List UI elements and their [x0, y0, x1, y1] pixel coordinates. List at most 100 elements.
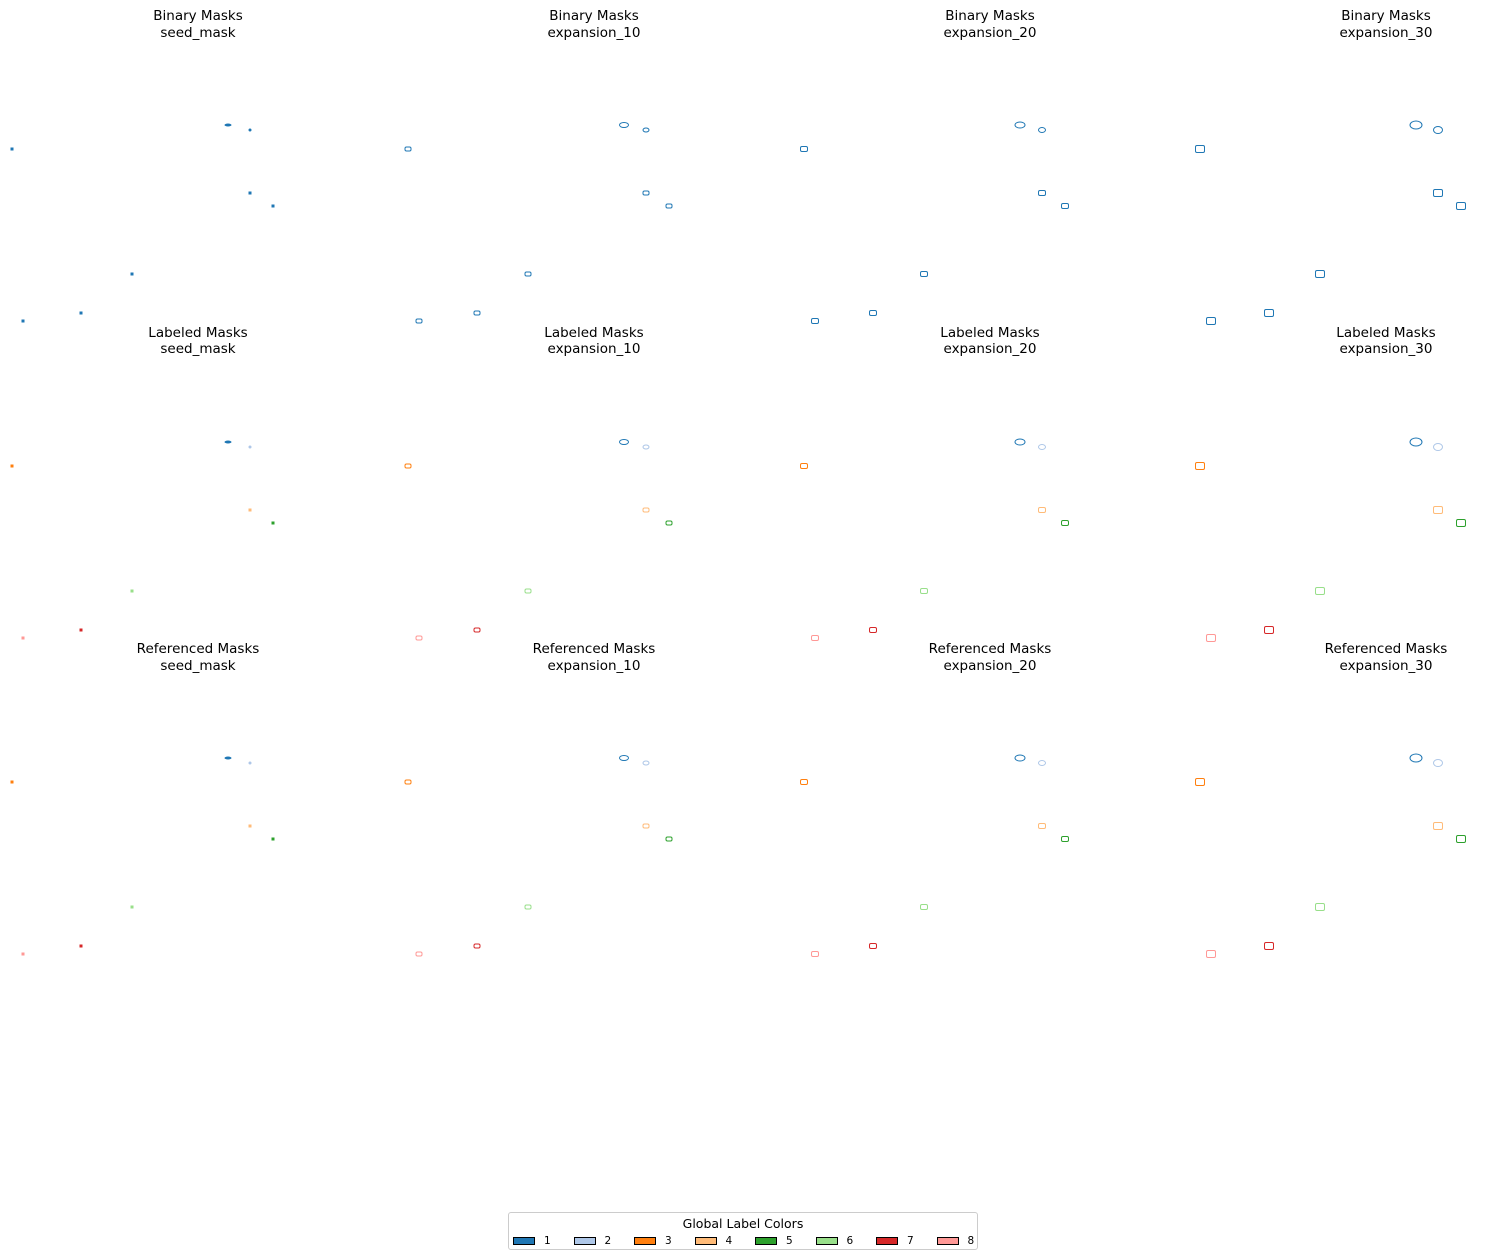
mask-object-3 [1195, 778, 1205, 786]
mask-object-5 [665, 203, 673, 209]
mask-object-8 [415, 951, 423, 957]
mask-object-8 [21, 636, 25, 639]
mask-object-6 [1315, 586, 1325, 595]
mask-object-1 [1409, 753, 1423, 763]
mask-object-2 [1433, 126, 1443, 134]
mask-object-8 [811, 951, 819, 957]
mask-object-2 [1038, 760, 1046, 766]
panel-title-line2: expansion_20 [943, 341, 1037, 357]
mask-object-4 [1433, 822, 1443, 830]
mask-object-1 [619, 122, 629, 128]
legend-swatch [936, 1237, 959, 1245]
mask-object-4 [1038, 506, 1046, 513]
panel-labeled-expansion-20: Labeled Masks expansion_20 [792, 317, 1188, 641]
panel-labeled-expansion-30: Labeled Masks expansion_30 [1188, 317, 1486, 642]
mask-object-3 [404, 779, 412, 785]
panel-title-line1: Binary Masks [549, 8, 639, 24]
legend-label: 6 [846, 1235, 854, 1247]
panel-title-line2: expansion_10 [547, 24, 641, 41]
mask-object-5 [1456, 835, 1466, 843]
mask-object-6 [920, 271, 928, 277]
legend-swatch [694, 1237, 717, 1245]
panel-title-line2: expansion_30 [1339, 341, 1433, 357]
mask-object-6 [524, 271, 532, 277]
panel-title-line1: Referenced Masks [1324, 641, 1448, 657]
panel-binary-expansion-30: Binary Masks expansion_30 [1188, 0, 1486, 325]
mask-plot [404, 122, 673, 324]
panel-title: Referenced Masks expansion_30 [1188, 641, 1486, 674]
mask-object-2 [248, 128, 252, 132]
panel-labeled-expansion-10: Labeled Masks expansion_10 [396, 317, 792, 640]
mask-object-1 [619, 755, 629, 761]
mask-object-4 [248, 191, 252, 195]
panel-title: Labeled Masks seed_mask [0, 325, 396, 358]
mask-object-1 [1409, 437, 1423, 446]
legend-label: 7 [907, 1235, 914, 1247]
panel-binary-expansion-10: Binary Masks expansion_10 [396, 0, 792, 324]
panel-referenced-seed-mask: Referenced Masks seed_mask [0, 633, 396, 956]
mask-object-4 [642, 190, 650, 196]
legend-swatch [815, 1237, 838, 1245]
mask-object-8 [811, 634, 819, 641]
mask-plot [1195, 753, 1466, 958]
mask-object-6 [1315, 270, 1325, 278]
mask-object-3 [800, 779, 808, 785]
mask-object-6 [920, 904, 928, 910]
mask-object-5 [1456, 202, 1466, 210]
mask-object-8 [21, 952, 25, 956]
mask-object-5 [1061, 203, 1069, 209]
mask-object-4 [642, 823, 650, 829]
mask-object-4 [248, 508, 252, 511]
mask-object-3 [404, 146, 412, 152]
legend-label: 1 [544, 1235, 551, 1247]
mask-object-7 [473, 310, 481, 316]
mask-object-4 [642, 507, 650, 512]
panel-title-line2: expansion_30 [1339, 24, 1433, 41]
mask-object-4 [1433, 189, 1443, 197]
legend: Global Label Colors 1 2 3 4 5 6 7 8 [508, 1212, 978, 1250]
panel-title-line2: seed_mask [160, 341, 236, 357]
mask-plot [10, 123, 275, 323]
panel-title-line1: Referenced Masks [532, 641, 656, 657]
mask-object-7 [869, 310, 877, 316]
mask-object-6 [524, 904, 532, 910]
mask-object-7 [869, 943, 877, 949]
mask-object-1 [1014, 754, 1026, 762]
panel-binary-expansion-20: Binary Masks expansion_20 [792, 0, 1188, 324]
mask-object-5 [271, 837, 275, 841]
panel-title-line1: Labeled Masks [544, 324, 644, 341]
panel-title: Binary Masks seed_mask [0, 8, 396, 41]
mask-object-2 [642, 444, 650, 449]
panel-binary-seed-mask: Binary Masks seed_mask [0, 0, 396, 323]
panel-title-line1: Referenced Masks [136, 641, 260, 657]
mask-object-8 [1206, 950, 1216, 958]
panel-title-line2: expansion_20 [943, 24, 1037, 41]
legend-label: 8 [967, 1235, 975, 1247]
mask-object-2 [642, 760, 650, 766]
mask-plot [404, 438, 673, 640]
mask-object-1 [224, 756, 232, 760]
legend-label: 2 [604, 1235, 612, 1247]
legend-label: 4 [725, 1235, 733, 1247]
mask-object-6 [524, 588, 532, 593]
panel-title-line1: Referenced Masks [928, 641, 1052, 657]
mask-object-7 [1264, 625, 1274, 634]
mask-object-3 [800, 462, 808, 469]
mask-plot [10, 756, 275, 956]
mask-object-2 [642, 127, 650, 133]
mask-object-2 [1433, 759, 1443, 767]
mask-plot [800, 754, 1069, 957]
mask-plot [800, 121, 1069, 324]
mask-object-3 [10, 780, 14, 784]
mask-object-3 [800, 146, 808, 152]
mask-object-3 [1195, 461, 1205, 470]
panel-title-line1: Binary Masks [1341, 8, 1431, 24]
panel-title: Binary Masks expansion_20 [792, 8, 1188, 41]
mask-object-8 [1206, 633, 1216, 642]
legend-swatch [573, 1237, 596, 1245]
mask-object-8 [811, 318, 819, 324]
legend-label: 5 [786, 1235, 793, 1247]
mask-object-7 [1264, 942, 1274, 950]
mask-object-1 [1014, 438, 1026, 445]
